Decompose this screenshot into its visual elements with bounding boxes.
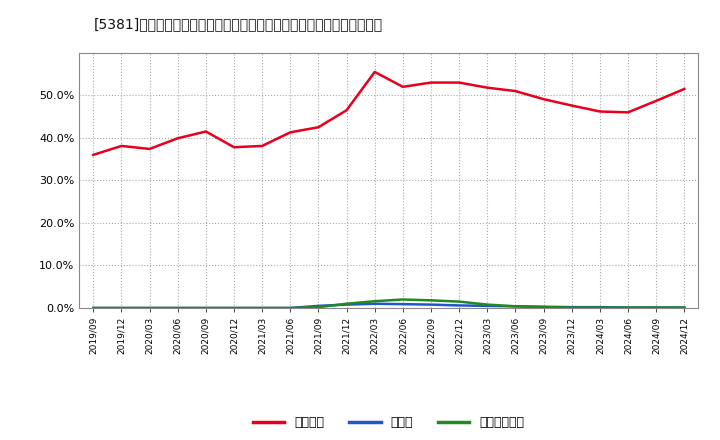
Legend: 自己資本, のれん, 繰延税金資産: 自己資本, のれん, 繰延税金資産 bbox=[248, 411, 529, 434]
Text: [5381]　自己資本、のれん、繰延税金資産の総資産に対する比率の推移: [5381] 自己資本、のれん、繰延税金資産の総資産に対する比率の推移 bbox=[94, 18, 383, 32]
